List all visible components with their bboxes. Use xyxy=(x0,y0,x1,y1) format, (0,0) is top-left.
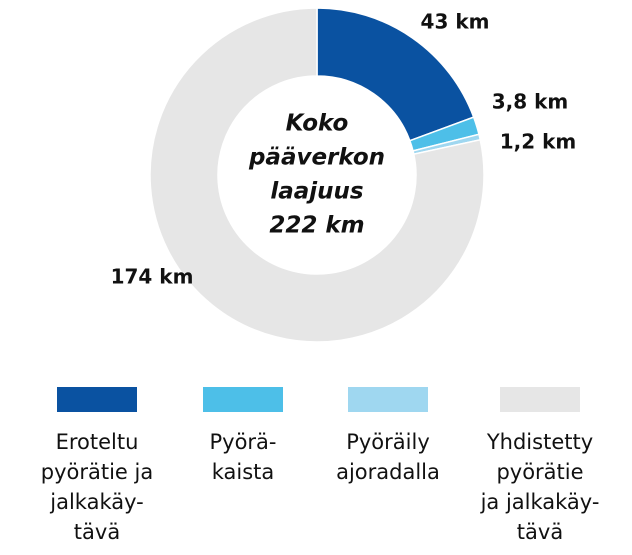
legend-label: jalkakäy- xyxy=(49,490,144,514)
legend-label: tävä xyxy=(517,520,563,544)
legend-swatch xyxy=(203,387,283,412)
legend-label: tävä xyxy=(74,520,120,544)
center-text: pääverkon xyxy=(248,145,385,171)
center-text: Koko xyxy=(286,111,349,137)
legend-label: Eroteltu xyxy=(56,430,139,454)
legend-label: ajoradalla xyxy=(336,460,440,484)
center-text: laajuus xyxy=(270,179,363,205)
donut-segment xyxy=(149,7,485,343)
legend-swatch xyxy=(57,387,137,412)
legend-label: Yhdistetty xyxy=(486,430,593,454)
legend-swatch xyxy=(348,387,428,412)
value-label: 174 km xyxy=(111,265,194,289)
value-label: 43 km xyxy=(421,10,490,34)
legend-label: pyörätie xyxy=(496,460,583,484)
value-label: 3,8 km xyxy=(492,90,569,114)
legend-label: pyörätie ja xyxy=(41,460,153,484)
legend-label: Pyörä- xyxy=(209,430,276,454)
legend-label: ja jalkakäy- xyxy=(480,490,600,514)
legend-label: kaista xyxy=(212,460,275,484)
legend-label: Pyöräily xyxy=(346,430,430,454)
legend-swatch xyxy=(500,387,580,412)
center-text: 222 km xyxy=(269,213,364,239)
value-label: 1,2 km xyxy=(500,130,577,154)
